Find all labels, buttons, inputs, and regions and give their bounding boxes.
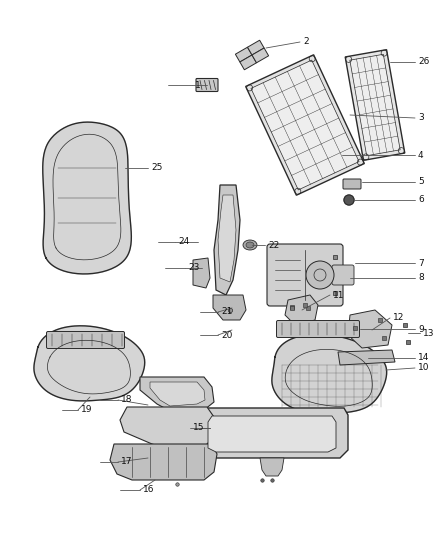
Polygon shape — [260, 458, 284, 476]
Text: 20: 20 — [221, 330, 233, 340]
FancyBboxPatch shape — [46, 332, 124, 349]
Polygon shape — [350, 54, 400, 156]
Polygon shape — [213, 295, 246, 320]
Polygon shape — [345, 50, 405, 160]
Polygon shape — [34, 326, 145, 401]
Text: 6: 6 — [418, 196, 424, 205]
Text: 3: 3 — [418, 114, 424, 123]
Polygon shape — [338, 350, 395, 365]
Text: 2: 2 — [303, 37, 309, 46]
Polygon shape — [348, 310, 392, 348]
Polygon shape — [120, 407, 214, 450]
Text: 10: 10 — [418, 364, 430, 373]
Polygon shape — [214, 185, 240, 295]
Polygon shape — [196, 408, 348, 458]
Text: 24: 24 — [178, 238, 189, 246]
Text: 14: 14 — [418, 353, 429, 362]
Text: 26: 26 — [418, 58, 429, 67]
Text: 13: 13 — [423, 328, 434, 337]
Text: 9: 9 — [418, 325, 424, 334]
Polygon shape — [208, 416, 336, 452]
Polygon shape — [246, 55, 364, 195]
Text: 23: 23 — [188, 263, 199, 272]
Polygon shape — [150, 382, 205, 406]
FancyBboxPatch shape — [276, 320, 360, 337]
Text: 25: 25 — [151, 164, 162, 173]
Polygon shape — [240, 55, 257, 70]
Text: 8: 8 — [418, 273, 424, 282]
Ellipse shape — [246, 242, 254, 248]
Polygon shape — [110, 444, 217, 480]
FancyBboxPatch shape — [343, 179, 361, 189]
Polygon shape — [140, 377, 214, 412]
Text: 7: 7 — [418, 259, 424, 268]
Polygon shape — [218, 195, 236, 282]
Polygon shape — [272, 334, 387, 414]
Text: 19: 19 — [81, 406, 92, 415]
Polygon shape — [247, 40, 264, 55]
Text: 5: 5 — [418, 177, 424, 187]
Text: 11: 11 — [333, 290, 345, 300]
Circle shape — [344, 195, 354, 205]
Polygon shape — [235, 47, 252, 62]
Text: 12: 12 — [393, 313, 404, 322]
Text: 17: 17 — [121, 457, 133, 466]
FancyBboxPatch shape — [332, 265, 354, 285]
Polygon shape — [252, 48, 268, 63]
Polygon shape — [43, 122, 131, 274]
Circle shape — [306, 261, 334, 289]
Text: 1: 1 — [195, 80, 201, 90]
Text: 15: 15 — [193, 424, 205, 432]
Ellipse shape — [243, 240, 257, 250]
Text: 22: 22 — [268, 240, 279, 249]
FancyBboxPatch shape — [267, 244, 343, 306]
Polygon shape — [251, 60, 359, 190]
Text: 18: 18 — [121, 395, 133, 405]
Text: 4: 4 — [418, 150, 424, 159]
Polygon shape — [193, 258, 210, 288]
Polygon shape — [285, 295, 318, 325]
FancyBboxPatch shape — [196, 78, 218, 92]
Text: 21: 21 — [221, 308, 233, 317]
Text: 16: 16 — [143, 486, 155, 495]
